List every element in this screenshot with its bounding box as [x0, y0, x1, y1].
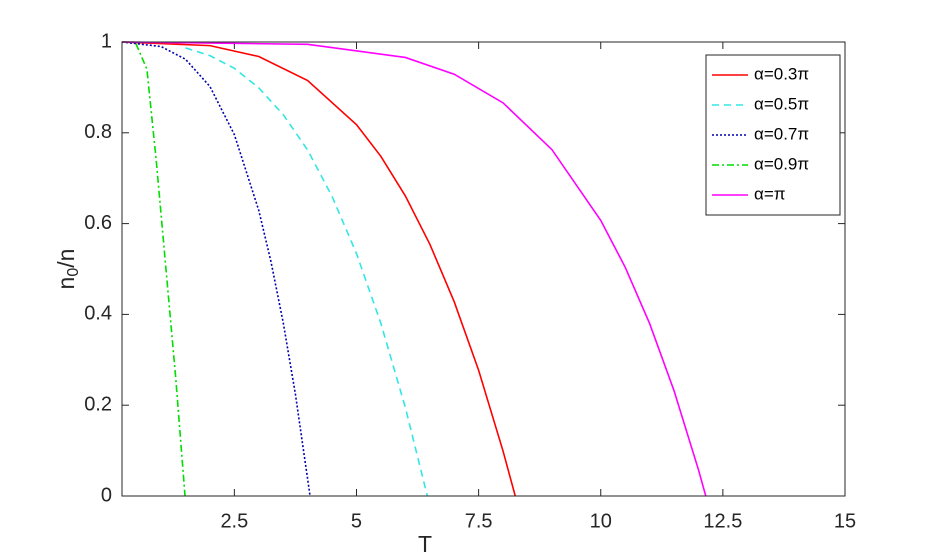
x-tick-label: 15 [834, 510, 856, 532]
y-tick-label: 0.4 [84, 303, 112, 325]
series-line [121, 41, 311, 497]
legend-label: α=0.7π [754, 124, 809, 143]
series-line [121, 41, 517, 497]
series-line [121, 41, 707, 497]
x-tick-label: 5 [351, 510, 362, 532]
y-tick-label: 0 [101, 484, 112, 506]
y-label-sub: 0 [65, 268, 82, 277]
y-label-rest: /n [53, 249, 79, 268]
y-tick-label: 0.6 [84, 212, 112, 234]
x-tick-label: 2.5 [220, 510, 248, 532]
axes-box [121, 41, 846, 497]
legend-label: α=0.5π [754, 94, 809, 113]
legend: α=0.3π α=0.5π α=0.7π α=0.9π α=π [705, 54, 841, 216]
y-tick-label: 1 [101, 30, 112, 52]
y-axis-label: n0/n [53, 249, 82, 290]
x-tick-label: 7.5 [465, 510, 493, 532]
x-tick-label: 10 [590, 510, 612, 532]
y-tick-label: 0.8 [84, 121, 112, 143]
y-label-base: n [53, 277, 79, 290]
legend-label: α=0.9π [754, 154, 809, 173]
x-tick-label: 12.5 [703, 510, 742, 532]
y-tick-label: 0.2 [84, 393, 112, 415]
x-axis-label: T [418, 531, 432, 557]
legend-label: α=0.3π [754, 64, 809, 83]
legend-label: α=π [754, 184, 786, 203]
